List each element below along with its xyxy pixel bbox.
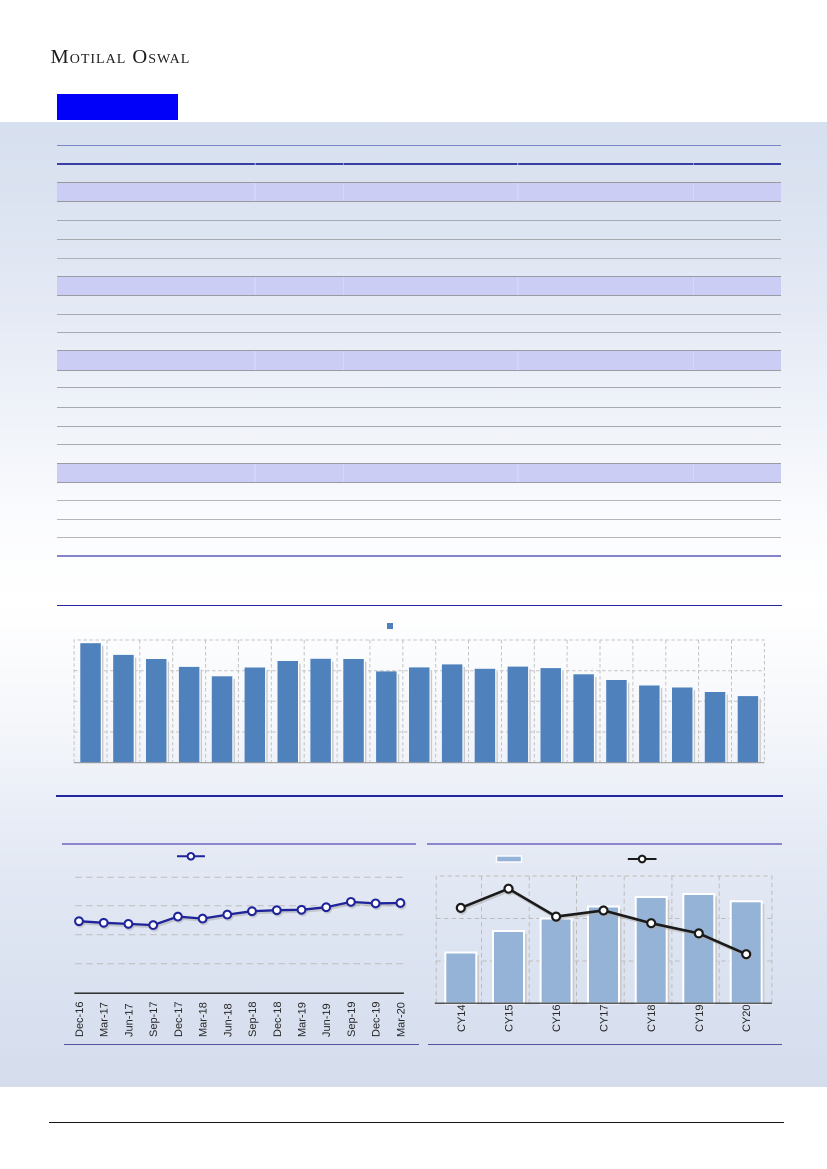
svg-text:Dec-19: Dec-19 — [371, 1002, 383, 1037]
svg-text:Jun-17: Jun-17 — [123, 1003, 135, 1037]
svg-text:CY17: CY17 — [599, 1004, 611, 1032]
svg-text:CY20: CY20 — [741, 1004, 753, 1032]
svg-text:CY15: CY15 — [504, 1004, 516, 1032]
svg-text:Jun-19: Jun-19 — [321, 1003, 333, 1037]
svg-text:Sep-19: Sep-19 — [346, 1002, 358, 1037]
svg-text:Dec-18: Dec-18 — [272, 1002, 284, 1037]
svg-text:CY19: CY19 — [694, 1004, 706, 1032]
svg-text:Mar-18: Mar-18 — [198, 1002, 210, 1037]
svg-text:CY18: CY18 — [646, 1004, 658, 1032]
svg-text:Sep-17: Sep-17 — [148, 1002, 160, 1037]
svg-text:CY16: CY16 — [551, 1004, 563, 1032]
svg-text:Mar-17: Mar-17 — [99, 1002, 111, 1037]
svg-text:Jun-18: Jun-18 — [222, 1003, 234, 1037]
svg-text:Mar-20: Mar-20 — [395, 1002, 407, 1037]
svg-text:Sep-18: Sep-18 — [247, 1002, 259, 1037]
svg-text:Dec-17: Dec-17 — [173, 1002, 185, 1037]
svg-text:CY14: CY14 — [456, 1004, 468, 1032]
svg-text:Dec-16: Dec-16 — [74, 1002, 86, 1037]
svg-text:Mar-19: Mar-19 — [297, 1002, 309, 1037]
